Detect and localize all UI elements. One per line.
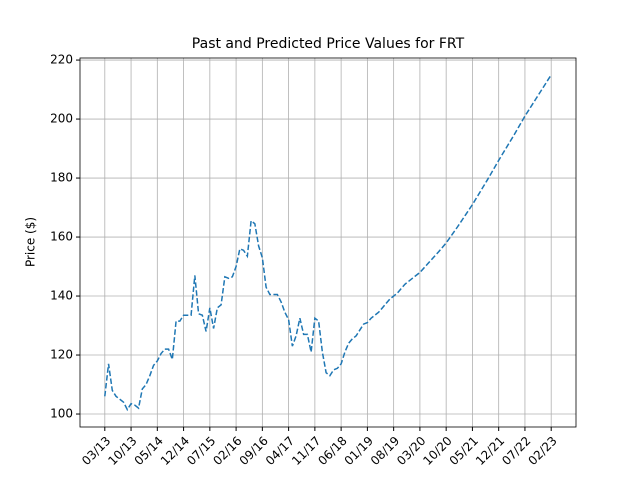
line-series	[104, 74, 552, 412]
y-tick-label: 220	[50, 53, 73, 67]
y-tick-label: 200	[50, 112, 73, 126]
y-tick-label: 140	[50, 289, 73, 303]
y-tick-label: 160	[50, 230, 73, 244]
y-axis-label: Price ($)	[24, 217, 38, 267]
plot-frame	[79, 57, 577, 428]
y-tick-label: 100	[50, 407, 73, 421]
chart-title: Past and Predicted Price Values for FRT	[192, 36, 465, 52]
y-tick-label: 180	[50, 171, 73, 185]
y-tick-label: 120	[50, 348, 73, 362]
